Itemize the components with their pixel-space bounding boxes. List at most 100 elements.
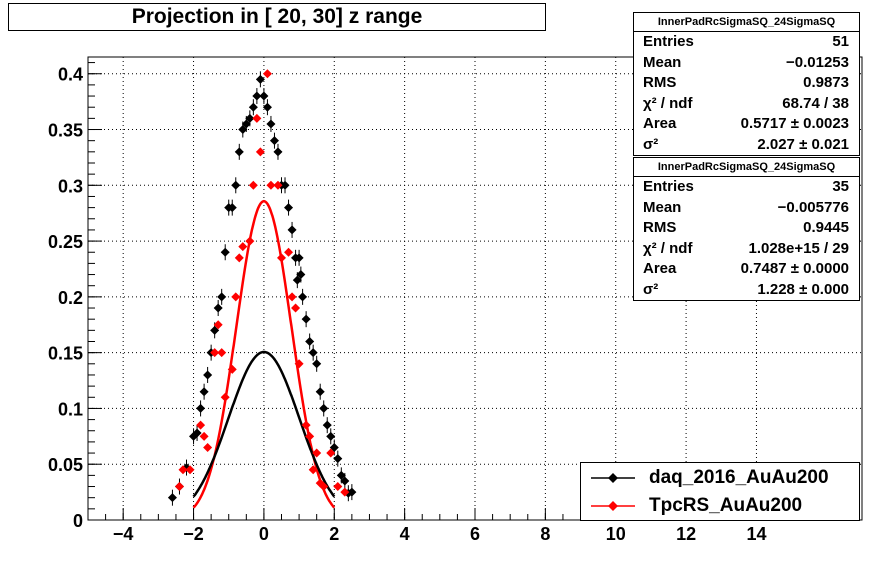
data-point <box>336 470 346 480</box>
data-point <box>220 247 230 257</box>
data-point <box>273 180 283 190</box>
data-point <box>301 420 311 430</box>
data-point <box>329 442 339 452</box>
data-point <box>252 113 262 123</box>
stats-row-rms: RMS 0.9445 <box>643 219 849 236</box>
data-point <box>210 348 220 358</box>
y-tick-label: 0.1 <box>58 399 83 419</box>
data-point <box>255 147 265 157</box>
data-point <box>196 420 206 430</box>
data-point <box>298 292 308 302</box>
data-point <box>252 91 262 101</box>
legend-marker-daq <box>591 473 635 483</box>
data-point <box>241 119 251 129</box>
data-point <box>319 403 329 413</box>
y-tick-label: 0.35 <box>48 121 83 141</box>
data-point <box>217 348 227 358</box>
fit-curves <box>192 199 336 509</box>
data-point <box>296 270 306 280</box>
data-point <box>227 203 237 213</box>
data-points <box>167 69 357 506</box>
data-point <box>245 113 255 123</box>
data-point <box>174 482 184 492</box>
data-point <box>203 442 213 452</box>
data-point <box>294 253 304 263</box>
data-point <box>262 69 272 79</box>
data-point <box>287 292 297 302</box>
stats-box-title: InnerPadRcSigmaSQ_24SigmaSQ <box>634 158 859 177</box>
data-point <box>294 359 304 369</box>
stats-row-sigma2: σ² 2.027 ± 0.021 <box>643 135 849 153</box>
fit-curve <box>192 199 336 509</box>
data-point <box>292 275 302 285</box>
x-tick-label: 8 <box>540 524 550 544</box>
data-point <box>231 180 241 190</box>
data-point <box>273 147 283 157</box>
data-point <box>192 428 202 438</box>
data-point <box>178 465 188 475</box>
y-tick-label: 0.25 <box>48 232 83 252</box>
data-point <box>248 180 258 190</box>
data-point <box>217 292 227 302</box>
data-point <box>220 392 230 402</box>
y-tick-label: 0 <box>73 511 83 531</box>
data-point <box>213 303 223 313</box>
data-point <box>312 448 322 458</box>
data-point <box>238 242 248 252</box>
data-point <box>333 454 343 464</box>
data-point <box>213 320 223 330</box>
x-tick-label: 2 <box>329 524 339 544</box>
data-point <box>326 431 336 441</box>
data-point <box>305 336 315 346</box>
legend-item-daq: daq_2016_AuAu200 <box>581 464 859 492</box>
data-point <box>234 253 244 263</box>
data-point <box>277 253 286 263</box>
chart-title: Projection in [ 20, 30] z range <box>8 3 546 31</box>
legend-label-daq: daq_2016_AuAu200 <box>649 467 829 488</box>
data-point <box>259 91 269 101</box>
stats-row-chi2: χ² / ndf 68.74 / 38 <box>643 94 849 112</box>
data-point <box>308 465 318 475</box>
x-tick-label: 6 <box>470 524 480 544</box>
legend-marker-tpcrs <box>591 501 635 511</box>
data-point <box>322 420 332 430</box>
data-point <box>347 487 357 497</box>
stats-row-area: Area 0.5717 ± 0.0023 <box>643 115 849 132</box>
data-point <box>210 325 220 335</box>
x-tick-label: −4 <box>113 524 134 544</box>
data-point <box>340 487 350 497</box>
data-point <box>199 431 209 441</box>
stats-box-tpcrs: InnerPadRcSigmaSQ_24SigmaSQ Entries 35 Me… <box>633 157 860 301</box>
axes: −4 −2 0 2 4 6 8 10 12 14 0 0.05 0.1 0.15 0.2 0.25 0.3 0.3… <box>48 62 863 544</box>
stats-row-sigma2: σ² 1.228 ± 0.000 <box>643 280 849 298</box>
y-tick-label: 0.15 <box>48 344 83 364</box>
x-tick-label: 4 <box>400 524 410 544</box>
y-tick-label: 0.4 <box>58 65 83 85</box>
data-point <box>266 119 276 129</box>
stats-box-daq: InnerPadRcSigmaSQ_24SigmaSQ Entries 51 Me… <box>633 12 860 156</box>
data-point <box>245 236 255 246</box>
data-point <box>167 493 177 503</box>
data-point <box>308 348 318 358</box>
data-point <box>248 102 258 112</box>
stats-row-mean: Mean −0.005776 <box>643 198 849 216</box>
y-tick-label: 0.3 <box>58 176 83 196</box>
stats-box-title: InnerPadRcSigmaSQ_24SigmaSQ <box>634 13 859 32</box>
fit-curve <box>192 350 336 498</box>
stats-row-entries: Entries 35 <box>643 178 849 195</box>
y-tick-label: 0.05 <box>48 455 83 475</box>
data-point <box>326 448 336 458</box>
data-point <box>319 482 329 492</box>
data-point <box>333 482 343 492</box>
data-point <box>269 136 279 146</box>
legend-item-tpcrs: TpcRS_AuAu200 <box>581 492 859 520</box>
y-tick-label: 0.2 <box>58 288 83 308</box>
x-tick-label: 10 <box>606 524 626 544</box>
stats-row-rms: RMS 0.9873 <box>643 74 849 91</box>
data-point <box>266 180 276 190</box>
stats-row-mean: Mean −0.01253 <box>643 53 849 71</box>
data-point <box>287 225 297 235</box>
data-point <box>185 465 195 475</box>
data-point <box>312 359 322 369</box>
data-point <box>231 292 241 302</box>
